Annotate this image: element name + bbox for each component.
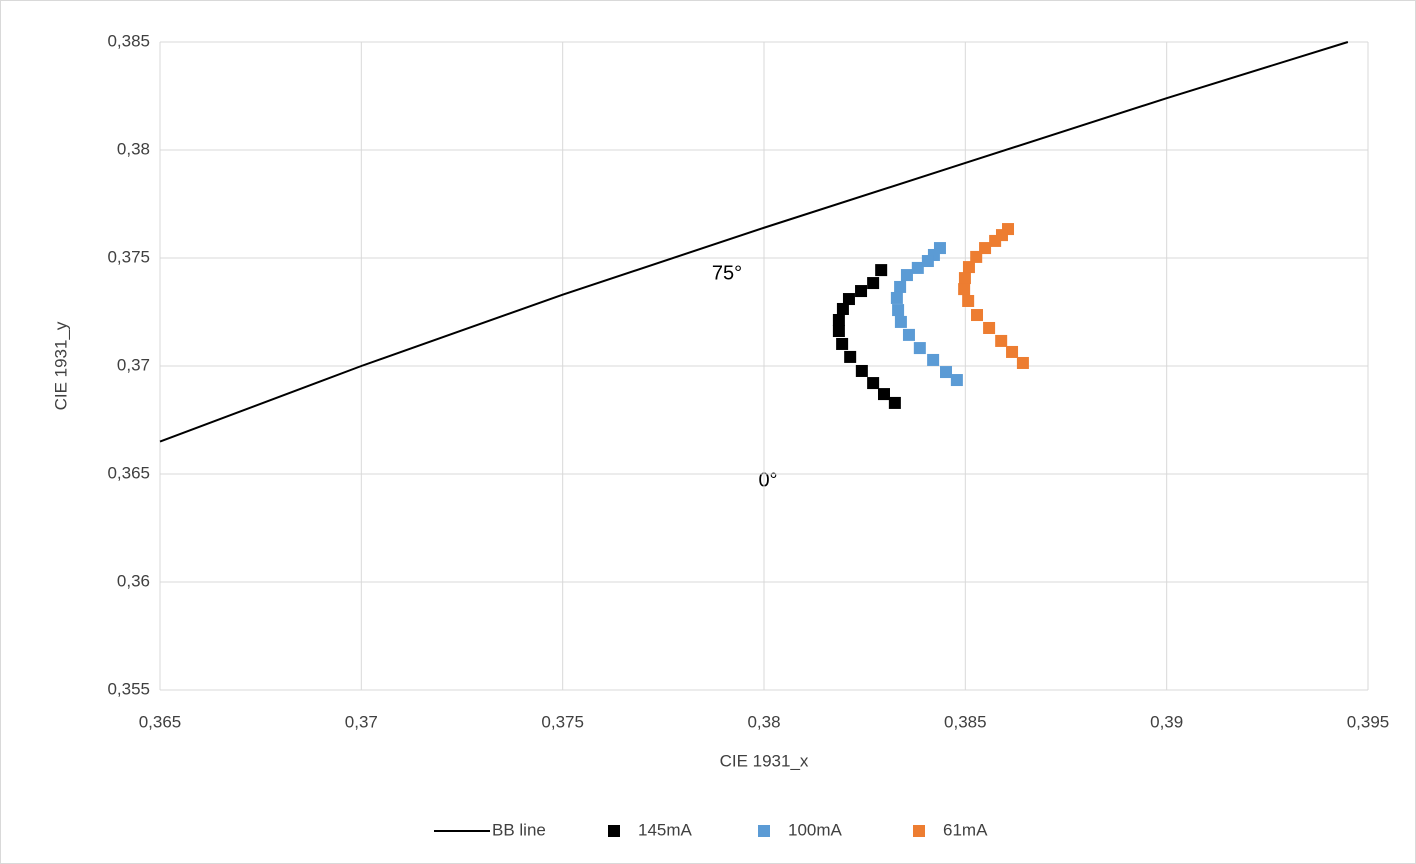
marker [1006, 345, 1019, 358]
legend-label: BB line [492, 820, 546, 839]
marker [940, 366, 953, 379]
marker [832, 325, 845, 338]
annotation: 0° [758, 469, 777, 491]
marker [921, 255, 934, 268]
x-tick-label: 0,37 [345, 712, 378, 731]
marker [989, 234, 1002, 247]
marker [983, 321, 996, 334]
marker [958, 283, 971, 296]
marker [950, 374, 963, 387]
x-tick-label: 0,38 [747, 712, 780, 731]
marker [877, 388, 890, 401]
x-tick-label: 0,385 [944, 712, 987, 731]
y-tick-label: 0,365 [107, 463, 150, 482]
marker [888, 396, 901, 409]
legend-label: 100mA [788, 820, 843, 839]
y-tick-label: 0,355 [107, 679, 150, 698]
marker [995, 334, 1008, 347]
marker [894, 280, 907, 293]
marker [875, 264, 888, 277]
marker [836, 337, 849, 350]
legend-label: 145mA [638, 820, 693, 839]
marker [890, 291, 903, 304]
marker [913, 342, 926, 355]
annotation: 75° [712, 262, 742, 284]
legend-marker [758, 825, 770, 837]
legend-marker [913, 825, 925, 837]
marker [902, 328, 915, 341]
y-tick-label: 0,375 [107, 247, 150, 266]
marker [970, 250, 983, 263]
bb-line [159, 41, 1349, 443]
marker [962, 294, 975, 307]
marker [855, 364, 868, 377]
marker [842, 293, 855, 306]
y-tick-label: 0,37 [117, 355, 150, 374]
marker [958, 272, 971, 285]
marker [927, 353, 940, 366]
y-tick-label: 0,36 [117, 571, 150, 590]
marker [844, 350, 857, 363]
marker [971, 309, 984, 322]
marker [836, 302, 849, 315]
marker [832, 313, 845, 326]
marker [962, 261, 975, 274]
legend-label: 61mA [943, 820, 988, 839]
x-tick-label: 0,375 [541, 712, 584, 731]
x-axis-title: CIE 1931_x [720, 751, 809, 770]
marker [900, 269, 913, 282]
x-tick-label: 0,395 [1347, 712, 1390, 731]
x-tick-label: 0,365 [139, 712, 182, 731]
y-tick-label: 0,385 [107, 31, 150, 50]
legend-marker [608, 825, 620, 837]
marker [911, 261, 924, 274]
y-axis-title: CIE 1931_y [51, 321, 70, 410]
marker [867, 377, 880, 390]
x-tick-label: 0,39 [1150, 712, 1183, 731]
marker [867, 277, 880, 290]
marker [1016, 356, 1029, 369]
marker [855, 285, 868, 298]
y-tick-label: 0,38 [117, 139, 150, 158]
marker [894, 315, 907, 328]
marker [892, 304, 905, 317]
